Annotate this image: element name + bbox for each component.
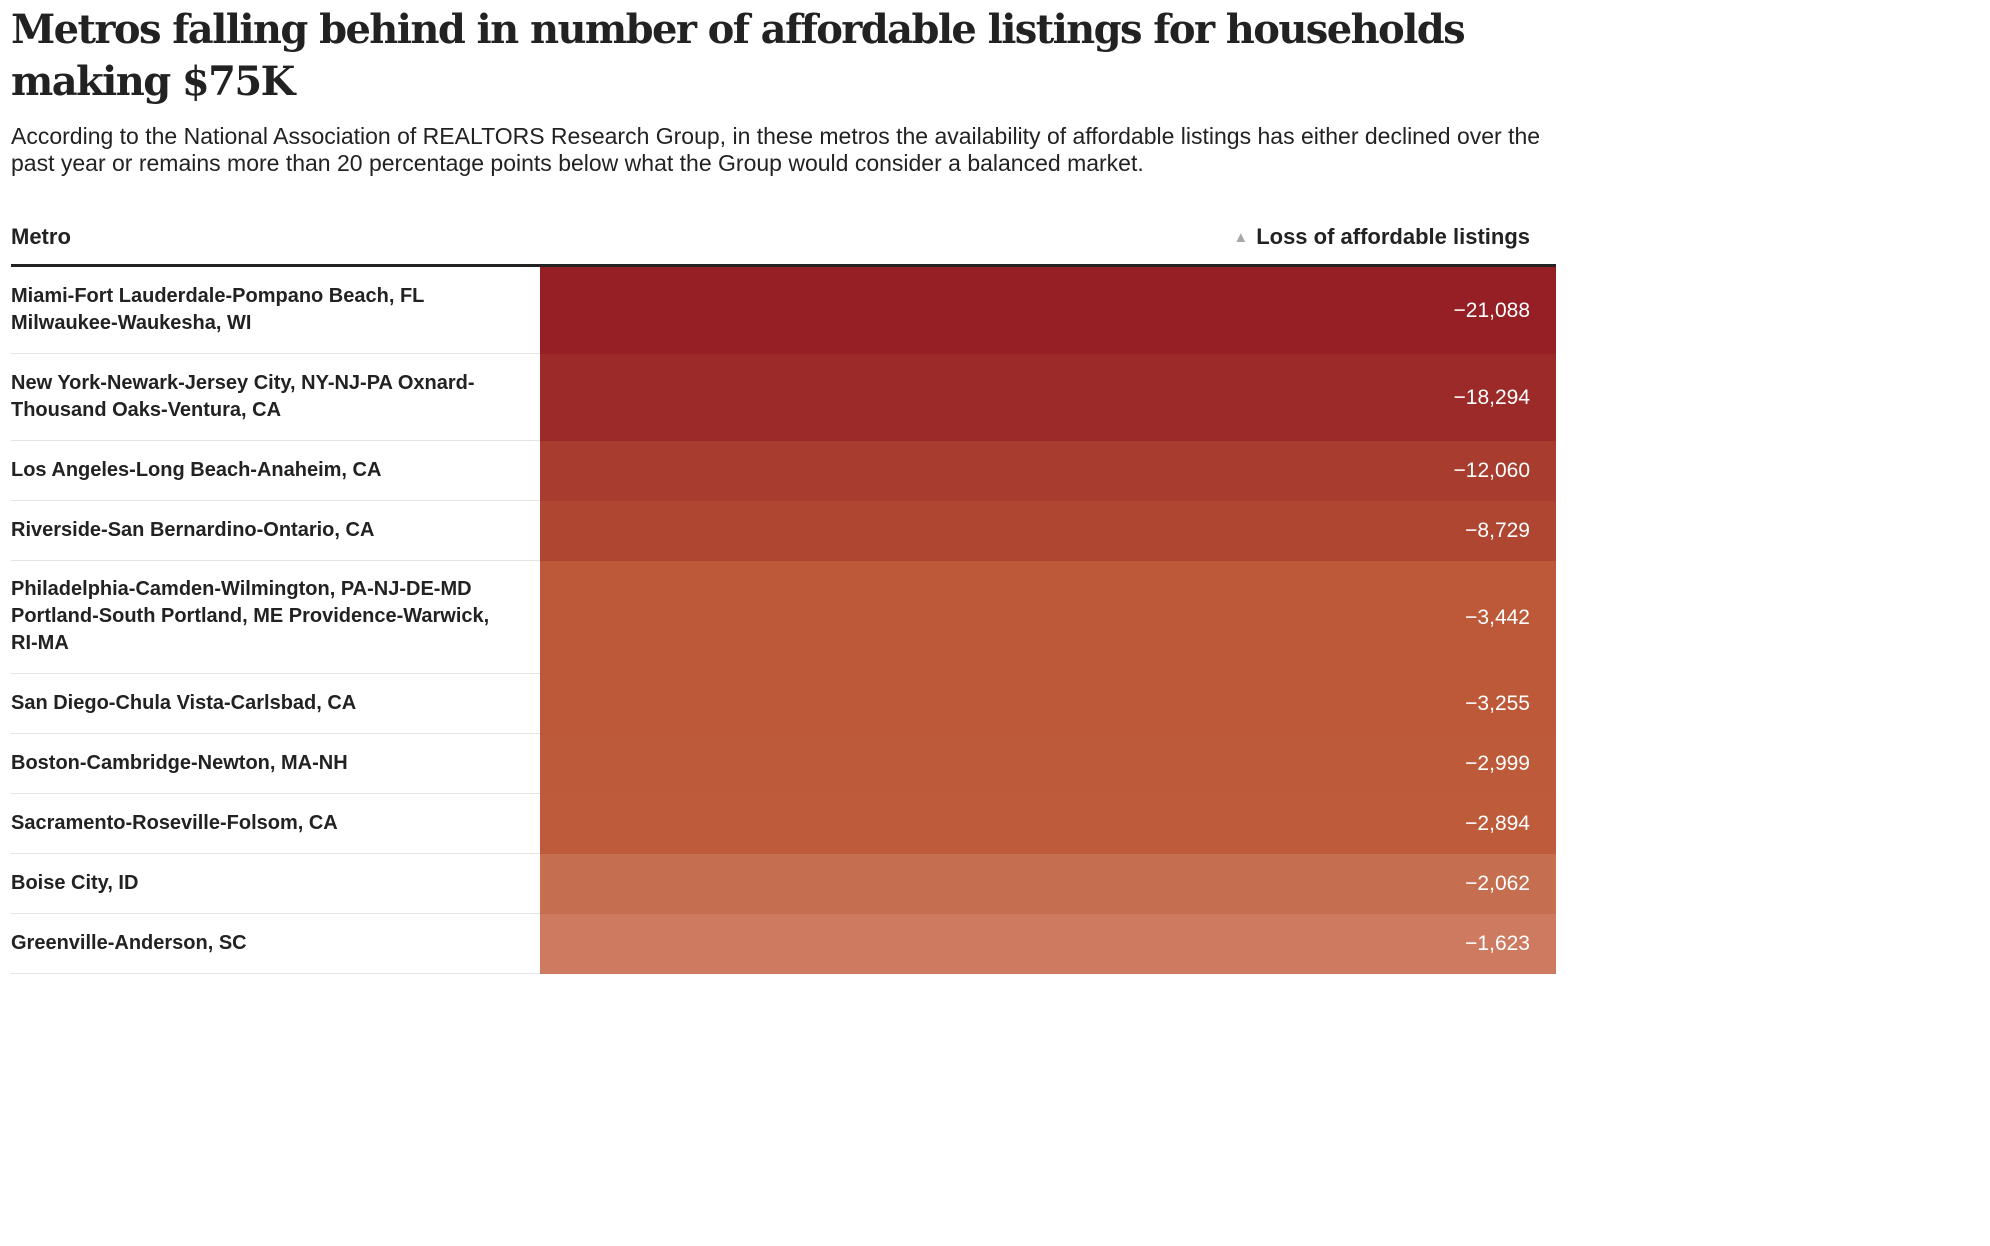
table-row: Sacramento-Roseville-Folsom, CA −2,894 [11,794,1556,854]
column-header-loss[interactable]: ▲ Loss of affordable listings [1233,224,1530,250]
loss-heat-cell: −3,255 [540,674,1556,734]
loss-value: −12,060 [1453,459,1531,482]
loss-heat-cell: −12,060 [540,441,1556,501]
column-header-metro[interactable]: Metro [11,224,71,249]
table-body: Miami-Fort Lauderdale-Pompano Beach, FL … [11,267,1556,974]
loss-value: −3,255 [1465,692,1530,715]
table-row: Miami-Fort Lauderdale-Pompano Beach, FL … [11,267,1556,354]
chart-title: Metros falling behind in number of affor… [11,6,1466,105]
loss-heat-cell: −2,999 [540,734,1556,794]
metro-cell: Greenville-Anderson, SC [11,914,540,974]
loss-value: −2,894 [1465,812,1530,835]
loss-heat-cell: −21,088 [540,267,1556,354]
metro-name: Miami-Fort Lauderdale-Pompano Beach, FL … [11,284,425,334]
table-row: Greenville-Anderson, SC −1,623 [11,914,1556,974]
metro-name: Boston-Cambridge-Newton, MA-NH [11,751,348,774]
table-row: Riverside-San Bernardino-Ontario, CA −8,7… [11,501,1556,561]
table-row: San Diego-Chula Vista-Carlsbad, CA −3,255 [11,674,1556,734]
loss-value: −2,062 [1465,872,1530,895]
metro-cell: San Diego-Chula Vista-Carlsbad, CA [11,674,540,734]
loss-heat-cell: −2,894 [540,794,1556,854]
metro-cell: Boise City, ID [11,854,540,914]
metro-cell: Sacramento-Roseville-Folsom, CA [11,794,540,854]
table-row: New York-Newark-Jersey City, NY-NJ-PA Ox… [11,354,1556,441]
column-header-loss-label: Loss of affordable listings [1256,224,1530,249]
metro-cell: Miami-Fort Lauderdale-Pompano Beach, FL … [11,267,540,354]
metro-name: Sacramento-Roseville-Folsom, CA [11,811,338,834]
metro-cell: Philadelphia-Camden-Wilmington, PA-NJ-DE… [11,561,540,674]
loss-heat-cell: −1,623 [540,914,1556,974]
loss-heat-cell: −2,062 [540,854,1556,914]
loss-value: −18,294 [1453,385,1531,409]
metro-name: Greenville-Anderson, SC [11,931,247,954]
metro-name: Riverside-San Bernardino-Ontario, CA [11,518,375,541]
table-row: Boise City, ID −2,062 [11,854,1556,914]
metro-name: San Diego-Chula Vista-Carlsbad, CA [11,691,357,714]
metro-cell: Boston-Cambridge-Newton, MA-NH [11,734,540,794]
loss-value: −3,442 [1465,605,1530,629]
loss-value: −1,623 [1465,932,1530,955]
header-rule [11,264,1556,267]
loss-value: −8,729 [1465,519,1530,542]
table-header: Metro ▲ Loss of affordable listings [11,220,1556,264]
metro-cell: New York-Newark-Jersey City, NY-NJ-PA Ox… [11,354,540,441]
loss-value: −2,999 [1465,752,1530,775]
metro-name: New York-Newark-Jersey City, NY-NJ-PA Ox… [11,371,475,421]
metro-name: Philadelphia-Camden-Wilmington, PA-NJ-DE… [11,578,490,654]
loss-heat-cell: −18,294 [540,354,1556,441]
metro-cell: Los Angeles-Long Beach-Anaheim, CA [11,441,540,501]
metro-name: Los Angeles-Long Beach-Anaheim, CA [11,458,382,481]
metro-cell: Riverside-San Bernardino-Ontario, CA [11,501,540,561]
chart-subtitle: According to the National Association of… [11,123,1541,176]
loss-heat-cell: −8,729 [540,501,1556,561]
metro-name: Boise City, ID [11,871,139,894]
table-row: Philadelphia-Camden-Wilmington, PA-NJ-DE… [11,561,1556,674]
loss-heat-cell: −3,442 [540,561,1556,674]
sort-ascending-triangle-icon: ▲ [1233,229,1249,246]
loss-value: −21,088 [1453,298,1531,322]
table-row: Los Angeles-Long Beach-Anaheim, CA −12,06… [11,441,1556,501]
table-row: Boston-Cambridge-Newton, MA-NH −2,999 [11,734,1556,794]
